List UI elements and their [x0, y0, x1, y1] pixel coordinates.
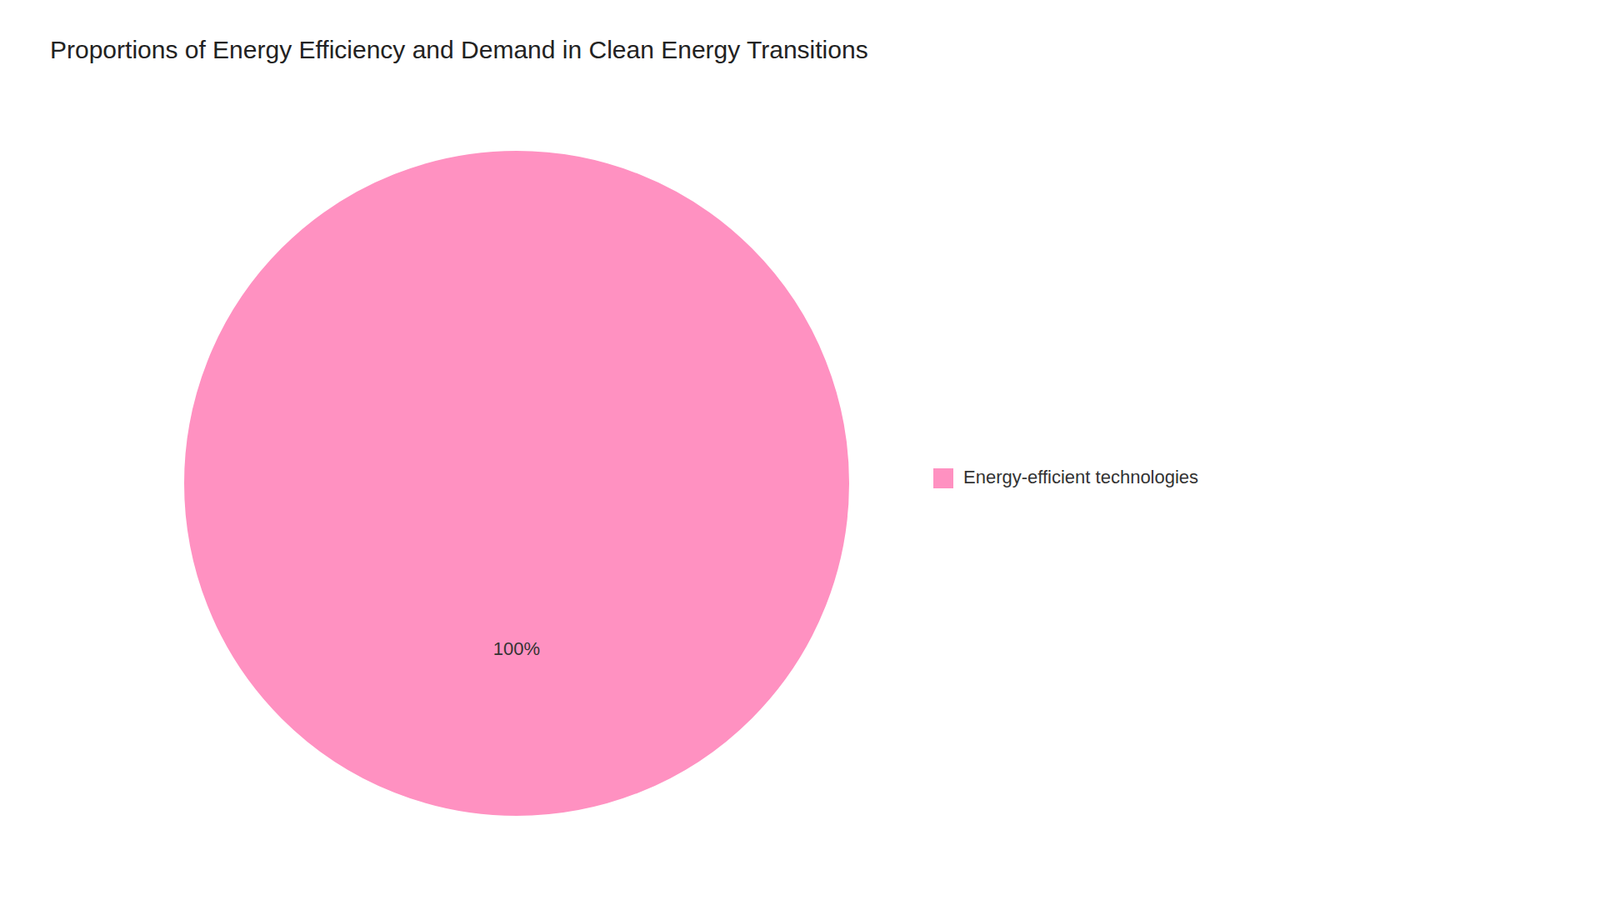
- pie-group: [183, 150, 850, 817]
- legend: Energy-efficient technologies: [933, 466, 1199, 489]
- pie-slice: [183, 150, 850, 817]
- legend-swatch: [933, 468, 954, 489]
- chart-svg: Proportions of Energy Efficiency and Dem…: [0, 0, 1600, 900]
- chart-title: Proportions of Energy Efficiency and Dem…: [50, 35, 869, 64]
- data-labels: 100%: [493, 638, 540, 660]
- legend-label: Energy-efficient technologies: [963, 466, 1199, 488]
- data-label: 100%: [493, 638, 540, 660]
- legend-item: Energy-efficient technologies: [933, 466, 1199, 489]
